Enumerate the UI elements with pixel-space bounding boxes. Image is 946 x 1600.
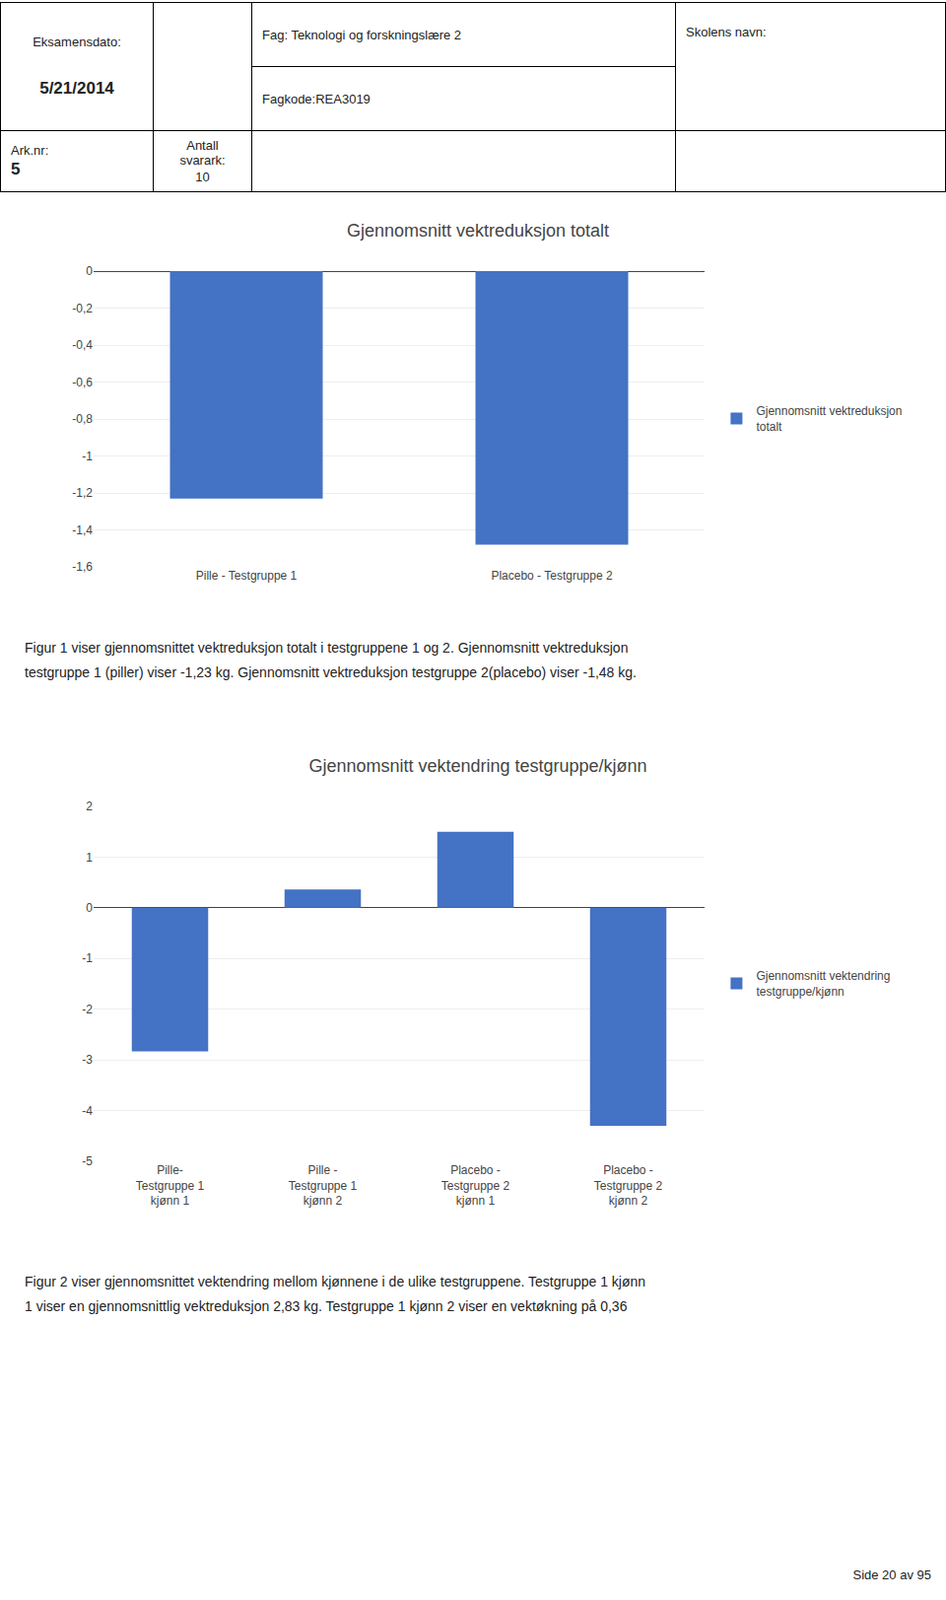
svg-text:-1,2: -1,2 xyxy=(71,485,93,500)
html-text:5/21/2014: 5/21/2014 xyxy=(39,78,115,98)
html-text:Skolens navn:: Skolens navn: xyxy=(685,24,767,40)
svg-text:Pille-Testgruppe 1kjønn 1: Pille-Testgruppe 1kjønn 1 xyxy=(135,1162,205,1208)
svg-text:-0,6: -0,6 xyxy=(71,375,93,390)
svg-text:Pille - Testgruppe 1: Pille - Testgruppe 1 xyxy=(196,568,298,583)
svg-text:Placebo -Testgruppe 2kjønn 1: Placebo -Testgruppe 2kjønn 1 xyxy=(441,1162,511,1208)
svg-text:Pille -Testgruppe 1kjønn 2: Pille -Testgruppe 1kjønn 2 xyxy=(288,1162,358,1208)
svg-text:2: 2 xyxy=(85,799,93,813)
svg-text:-0,4: -0,4 xyxy=(71,337,93,352)
html-text:Figur 1 viser gjennomsnittet v: Figur 1 viser gjennomsnittet vektreduksj… xyxy=(24,639,637,681)
svg-text:-1,6: -1,6 xyxy=(71,559,93,574)
svg-text:-1: -1 xyxy=(81,449,93,464)
svg-text:Placebo - Testgruppe 2: Placebo - Testgruppe 2 xyxy=(490,568,613,583)
html-text:Figur 2 viser gjennomsnittet v: Figur 2 viser gjennomsnittet vektendring… xyxy=(24,1273,646,1314)
html-text:Ark.nr:: Ark.nr: xyxy=(10,142,49,158)
html-text:Fagkode:REA3019: Fagkode:REA3019 xyxy=(262,91,371,106)
html-text:10: 10 xyxy=(195,169,210,185)
html-text:Fag: Teknologi og forskningslæ: Fag: Teknologi og forskningslære 2 xyxy=(262,27,462,42)
svg-text:Gjennomsnitt vektreduksjon tot: Gjennomsnitt vektreduksjon totalt xyxy=(346,220,609,241)
svg-text:1: 1 xyxy=(85,850,93,865)
svg-text:-5: -5 xyxy=(81,1153,93,1168)
svg-text:Gjennomsnitt vektendring testg: Gjennomsnitt vektendring testgruppe/kjøn… xyxy=(308,755,647,776)
svg-text:0: 0 xyxy=(85,900,93,915)
svg-text:-2: -2 xyxy=(81,1002,93,1016)
svg-text:-4: -4 xyxy=(81,1103,93,1118)
html-text:Side 20 av 95: Side 20 av 95 xyxy=(852,1566,932,1582)
svg-text:0: 0 xyxy=(85,264,93,278)
svg-text:Gjennomsnitt vektendringtestgr: Gjennomsnitt vektendringtestgruppe/kjønn xyxy=(755,968,890,999)
svg-text:Gjennomsnitt vektreduksjontota: Gjennomsnitt vektreduksjontotalt xyxy=(755,404,902,434)
html-text:Eksamensdato:: Eksamensdato: xyxy=(32,34,122,50)
html-text:5: 5 xyxy=(10,159,21,179)
html-text:Antall svarark:: Antall svarark: xyxy=(179,137,226,168)
svg-text:Placebo -Testgruppe 2kjønn 2: Placebo -Testgruppe 2kjønn 2 xyxy=(594,1162,664,1208)
svg-text:-0,2: -0,2 xyxy=(71,301,93,316)
svg-text:-1: -1 xyxy=(81,950,93,965)
svg-text:-1,4: -1,4 xyxy=(71,523,93,538)
svg-text:-0,8: -0,8 xyxy=(71,411,93,426)
svg-text:-3: -3 xyxy=(81,1052,93,1067)
